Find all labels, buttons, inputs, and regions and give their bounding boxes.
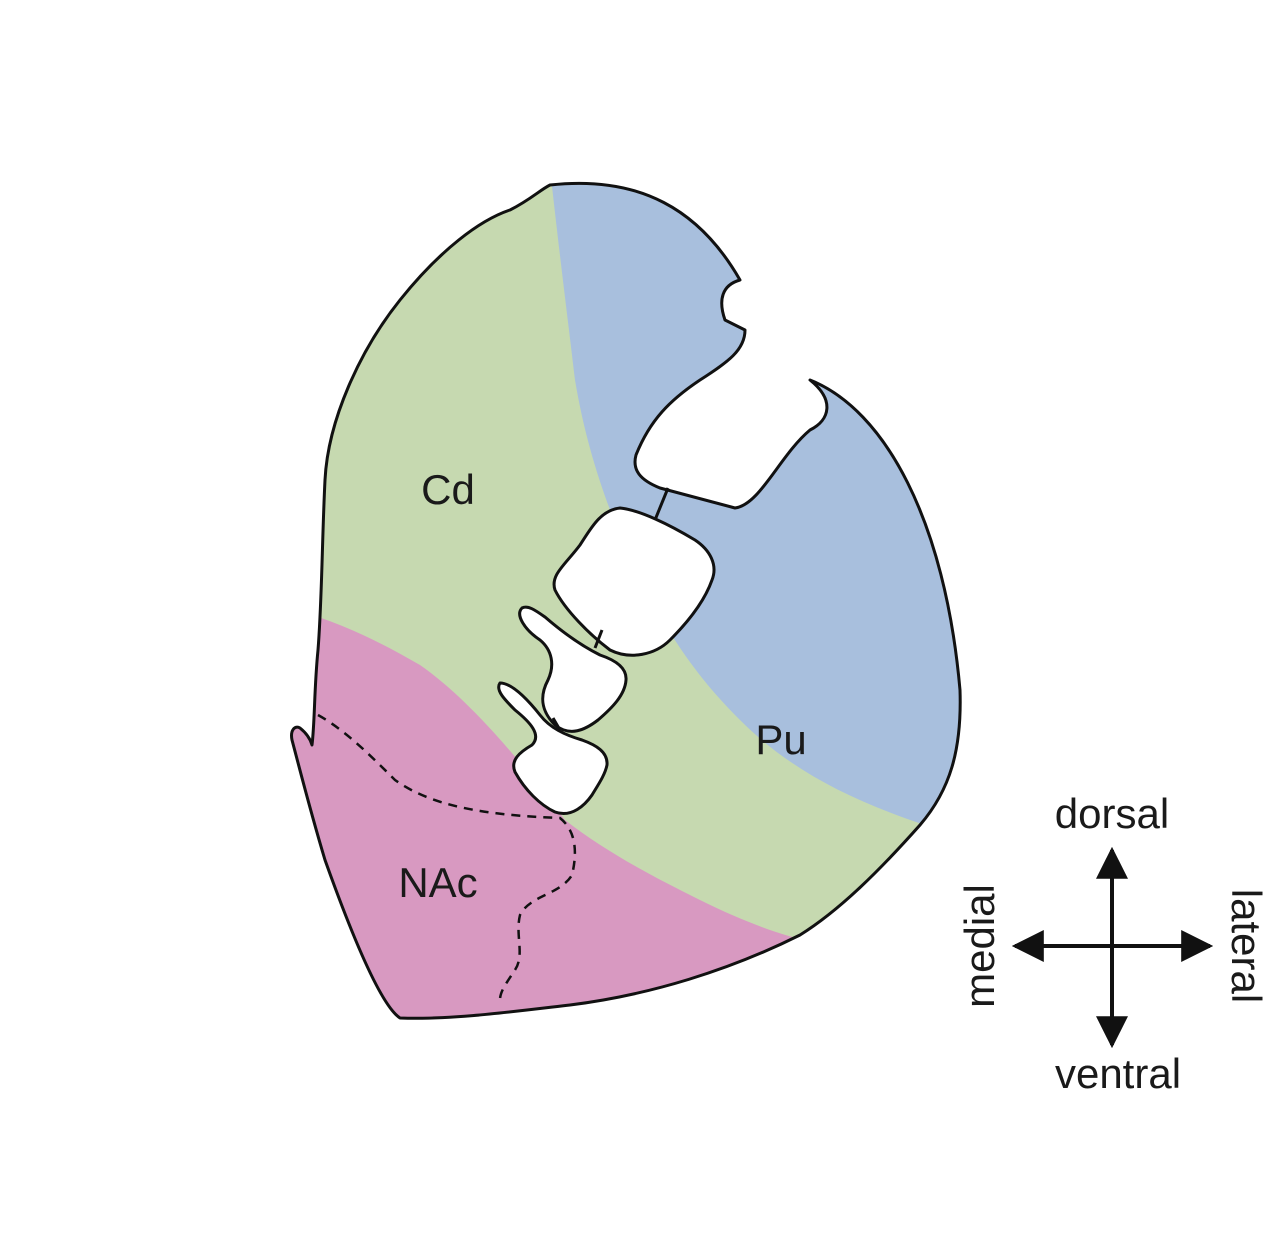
gap-connectors: [551, 487, 670, 731]
gap-shape-3: [518, 605, 628, 733]
dorsal-label: dorsal: [1055, 790, 1169, 837]
nac-region: [291, 600, 805, 1019]
nac-dashed-boundary: [317, 713, 577, 1001]
medial-label: medial: [956, 884, 1003, 1008]
striatum-outline: [290, 181, 962, 1020]
nac-label: NAc: [398, 859, 477, 906]
orientation-compass: dorsal ventral medial lateral: [956, 790, 1270, 1097]
caudate-label: Cd: [421, 466, 475, 513]
gap-shape-4: [497, 681, 609, 815]
putamen-label: Pu: [755, 716, 806, 763]
gap-shape-2: [552, 506, 716, 657]
lateral-label: lateral: [1223, 889, 1270, 1003]
ventral-label: ventral: [1055, 1050, 1181, 1097]
internal-capsule-gaps: [497, 506, 716, 815]
